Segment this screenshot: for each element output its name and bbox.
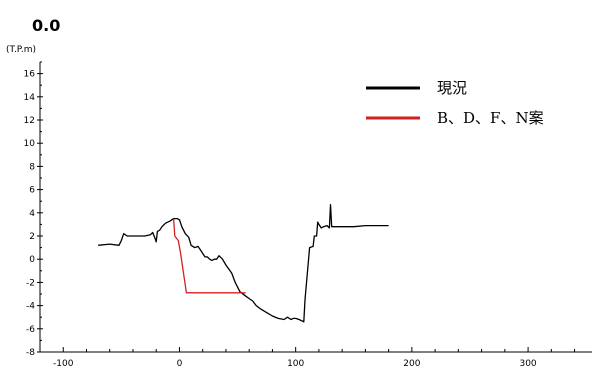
legend-label-plan: B、D、F、N案 [437, 109, 544, 127]
y-tick-label: 16 [24, 70, 36, 80]
y-tick-label: 4 [29, 209, 35, 219]
y-tick-label: 6 [29, 186, 35, 196]
x-tick-label: 200 [403, 359, 420, 369]
y-tick-label: 10 [24, 139, 36, 149]
y-tick-label: -6 [26, 325, 35, 335]
chart-title: 0.0 [32, 16, 60, 35]
axes: -8 -6 -4 -2 0 2 4 6 8 10 12 14 16 -100 0 100 200 300 [24, 61, 592, 369]
y-axis-unit-label: (T.P.m) [6, 45, 36, 55]
y-tick-label: 14 [24, 93, 36, 103]
y-tick-label: -8 [26, 348, 35, 358]
y-tick-label: -2 [26, 278, 35, 288]
series-line-genkyo [98, 204, 389, 323]
x-tick-label: -100 [53, 359, 74, 369]
x-tick-label: 0 [177, 359, 183, 369]
legend: 現況 B、D、F、N案 [366, 79, 544, 127]
series-line-plan [172, 218, 246, 294]
x-tick-label: 300 [519, 359, 536, 369]
x-tick-label: 100 [287, 359, 304, 369]
y-tick-label: 0 [29, 255, 35, 265]
y-tick-label: 2 [29, 232, 35, 242]
y-tick-label: -4 [26, 302, 35, 312]
y-tick-label: 12 [24, 116, 35, 126]
legend-label-genkyo: 現況 [437, 79, 467, 97]
series-layer [98, 204, 389, 323]
y-tick-label: 8 [29, 162, 35, 172]
